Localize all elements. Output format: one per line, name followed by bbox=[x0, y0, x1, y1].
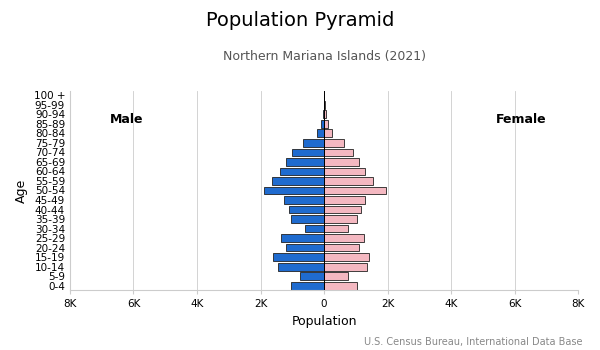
Bar bbox=[284, 196, 324, 204]
Title: Northern Mariana Islands (2021): Northern Mariana Islands (2021) bbox=[223, 50, 425, 63]
Bar bbox=[280, 168, 324, 175]
Bar bbox=[324, 168, 365, 175]
Bar bbox=[278, 263, 324, 271]
X-axis label: Population: Population bbox=[292, 315, 357, 328]
Bar bbox=[300, 272, 324, 280]
Bar bbox=[324, 148, 353, 156]
Bar bbox=[292, 148, 324, 156]
Bar bbox=[324, 282, 358, 289]
Bar bbox=[324, 187, 386, 194]
Bar bbox=[286, 244, 324, 252]
Bar bbox=[317, 130, 324, 137]
Bar bbox=[305, 225, 324, 232]
Bar bbox=[324, 158, 359, 166]
Text: U.S. Census Bureau, International Data Base: U.S. Census Bureau, International Data B… bbox=[364, 336, 582, 346]
Bar bbox=[291, 282, 324, 289]
Bar bbox=[324, 253, 368, 261]
Bar bbox=[281, 234, 324, 242]
Bar bbox=[291, 215, 324, 223]
Text: Female: Female bbox=[496, 113, 547, 126]
Bar bbox=[324, 263, 367, 271]
Bar bbox=[324, 196, 365, 204]
Bar bbox=[264, 187, 324, 194]
Bar bbox=[324, 111, 326, 118]
Bar bbox=[273, 253, 324, 261]
Bar bbox=[323, 111, 324, 118]
Bar bbox=[324, 120, 328, 128]
Bar bbox=[324, 272, 348, 280]
Bar bbox=[324, 215, 358, 223]
Bar bbox=[286, 158, 324, 166]
Text: Male: Male bbox=[110, 113, 144, 126]
Bar bbox=[324, 139, 344, 147]
Bar bbox=[324, 244, 359, 252]
Bar bbox=[324, 234, 364, 242]
Bar bbox=[324, 225, 348, 232]
Bar bbox=[324, 130, 332, 137]
Bar bbox=[302, 139, 324, 147]
Bar bbox=[272, 177, 324, 185]
Bar bbox=[321, 120, 324, 128]
Bar bbox=[289, 205, 324, 214]
Bar bbox=[324, 177, 373, 185]
Text: Population Pyramid: Population Pyramid bbox=[206, 10, 394, 29]
Y-axis label: Age: Age bbox=[15, 178, 28, 203]
Bar bbox=[324, 205, 361, 214]
